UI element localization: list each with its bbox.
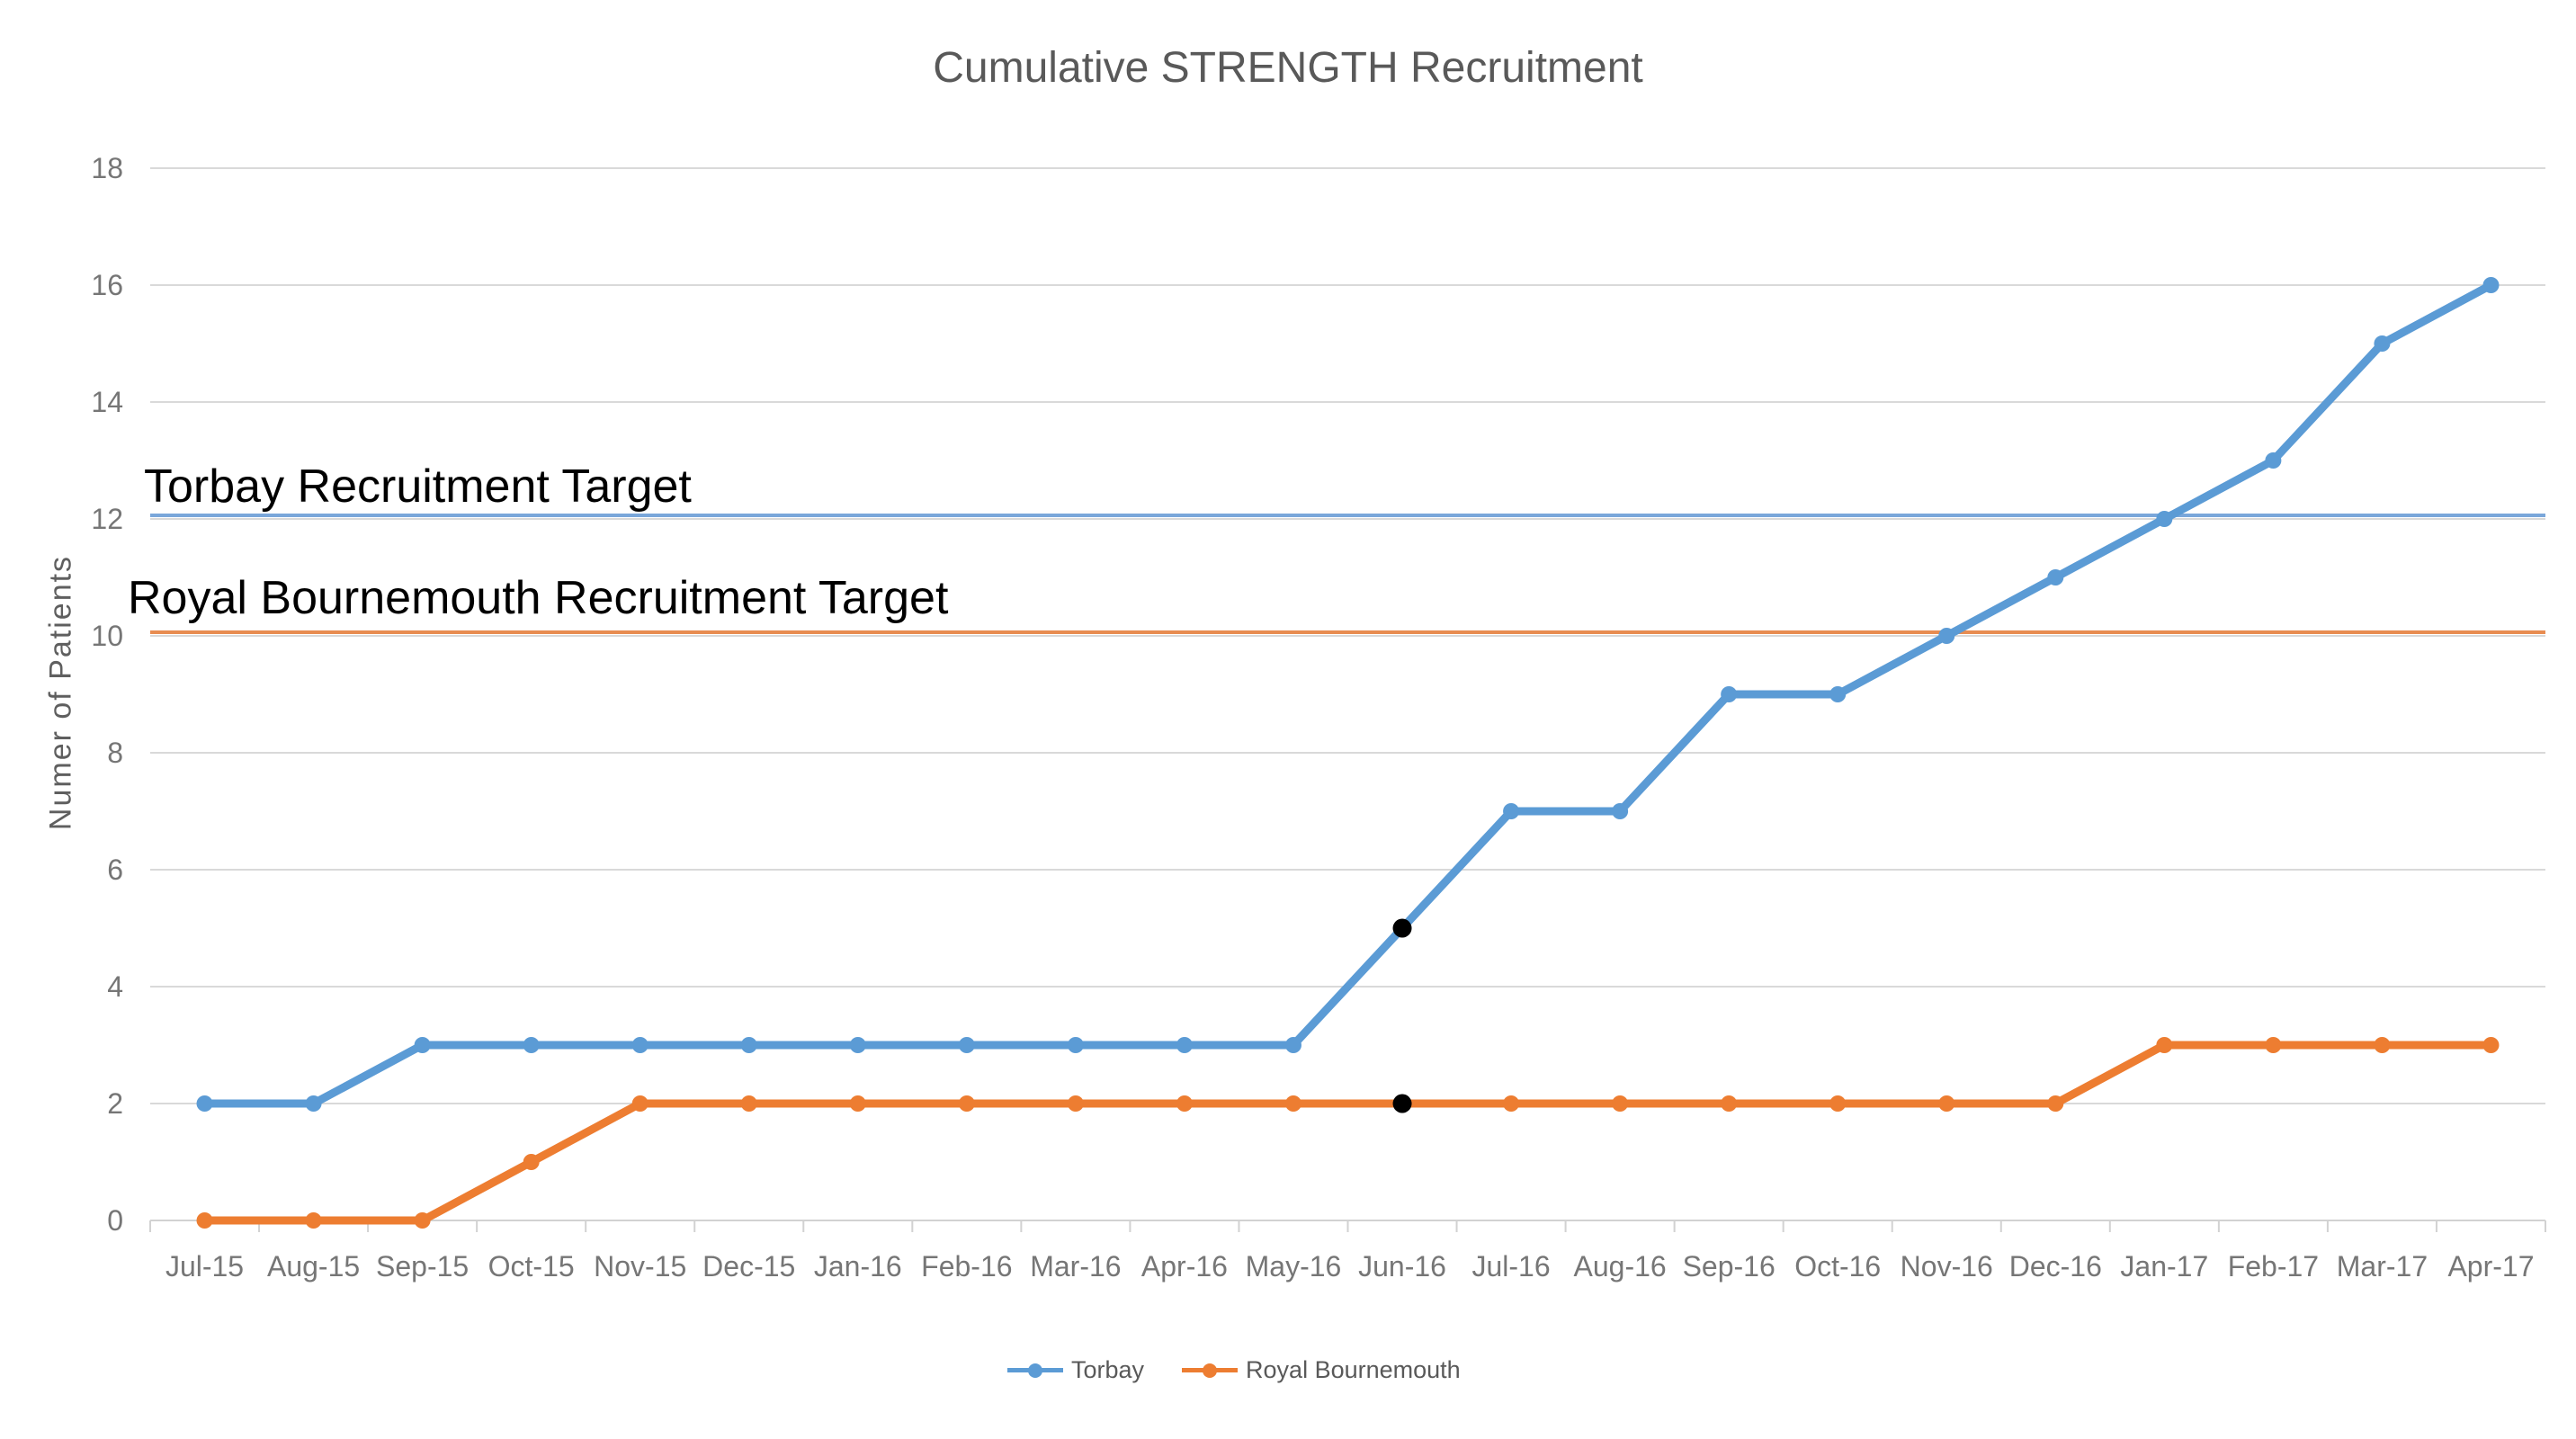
torbay-point-jan-16 — [849, 1037, 866, 1053]
royal-bournemouth-target-label: Royal Bournemouth Recruitment Target — [128, 572, 949, 624]
torbay-point-nov-15 — [631, 1037, 648, 1053]
torbay-point-mar-17 — [2374, 335, 2391, 352]
x-tick-label-feb-16: Feb-16 — [921, 1250, 1012, 1283]
torbay-point-jul-16 — [1503, 803, 1520, 819]
y-tick-label-4: 4 — [107, 970, 123, 1003]
royal-bournemouth-point-mar-16 — [1067, 1095, 1084, 1112]
royal-bournemouth-point-jul-16 — [1503, 1095, 1520, 1112]
x-tick-label-sep-16: Sep-16 — [1683, 1250, 1775, 1283]
legend-label-royal-bournemouth: Royal Bournemouth — [1246, 1356, 1461, 1383]
torbay-point-sep-15 — [414, 1037, 431, 1053]
x-tick-label-may-16: May-16 — [1246, 1250, 1342, 1283]
x-tick-label-apr-16: Apr-16 — [1141, 1250, 1228, 1283]
torbay-point-jun-16 — [1392, 918, 1412, 938]
royal-bournemouth-point-feb-16 — [958, 1095, 975, 1112]
x-tick-label-nov-15: Nov-15 — [594, 1250, 686, 1283]
y-tick-label-10: 10 — [91, 620, 123, 652]
torbay-point-aug-16 — [1612, 803, 1629, 819]
legend-item-royal-bournemouth: Royal Bournemouth — [1182, 1356, 1461, 1384]
torbay-point-feb-16 — [958, 1037, 975, 1053]
royal-bournemouth-point-apr-16 — [1176, 1095, 1193, 1112]
torbay-point-feb-17 — [2265, 452, 2282, 469]
royal-bournemouth-point-oct-15 — [523, 1154, 540, 1170]
y-tick-label-18: 18 — [91, 152, 123, 184]
royal-bournemouth-point-mar-17 — [2374, 1037, 2391, 1053]
x-tick-label-jan-16: Jan-16 — [814, 1250, 902, 1283]
y-tick-label-16: 16 — [91, 269, 123, 301]
y-tick-label-8: 8 — [107, 737, 123, 769]
royal-bournemouth-point-jan-17 — [2156, 1037, 2173, 1053]
royal-bournemouth-point-nov-15 — [631, 1095, 648, 1112]
royal-bournemouth-point-jul-15 — [196, 1212, 213, 1229]
x-tick-label-jan-17: Jan-17 — [2120, 1250, 2208, 1283]
x-tick-label-mar-16: Mar-16 — [1030, 1250, 1121, 1283]
y-tick-label-6: 6 — [107, 854, 123, 886]
torbay-point-dec-15 — [740, 1037, 757, 1053]
torbay-legend-marker-icon — [1007, 1363, 1063, 1378]
torbay-point-apr-16 — [1176, 1037, 1193, 1053]
royal-bournemouth-point-dec-15 — [740, 1095, 757, 1112]
torbay-point-dec-16 — [2047, 569, 2064, 585]
x-tick-label-oct-15: Oct-15 — [488, 1250, 575, 1283]
royal-bournemouth-legend-marker-icon — [1182, 1363, 1239, 1378]
royal-bournemouth-point-sep-16 — [1721, 1095, 1738, 1112]
y-tick-label-14: 14 — [91, 386, 123, 418]
x-tick-label-dec-15: Dec-15 — [702, 1250, 795, 1283]
torbay-point-oct-15 — [523, 1037, 540, 1053]
torbay-point-apr-17 — [2482, 277, 2500, 293]
torbay-target-label: Torbay Recruitment Target — [144, 460, 692, 513]
torbay-point-mar-16 — [1067, 1037, 1084, 1053]
x-tick-label-oct-16: Oct-16 — [1794, 1250, 1881, 1283]
y-tick-label-2: 2 — [107, 1087, 123, 1120]
torbay-point-jan-17 — [2156, 511, 2173, 527]
x-tick-label-aug-16: Aug-16 — [1574, 1250, 1667, 1283]
x-tick-label-jul-15: Jul-15 — [165, 1250, 244, 1283]
royal-bournemouth-point-apr-17 — [2482, 1037, 2500, 1053]
royal-bournemouth-point-dec-16 — [2047, 1095, 2064, 1112]
x-tick-label-sep-15: Sep-15 — [376, 1250, 469, 1283]
royal-bournemouth-point-feb-17 — [2265, 1037, 2282, 1053]
x-tick-label-nov-16: Nov-16 — [1901, 1250, 1993, 1283]
royal-bournemouth-point-jun-16 — [1392, 1094, 1412, 1113]
x-tick-label-jul-16: Jul-16 — [1471, 1250, 1550, 1283]
royal-bournemouth-point-aug-15 — [305, 1212, 322, 1229]
torbay-point-jul-15 — [196, 1095, 213, 1112]
torbay-point-aug-15 — [305, 1095, 322, 1112]
y-axis-title: Numer of Patients — [43, 554, 78, 831]
x-tick-label-jun-16: Jun-16 — [1358, 1250, 1446, 1283]
royal-bournemouth-point-sep-15 — [414, 1212, 431, 1229]
x-tick-label-apr-17: Apr-17 — [2447, 1250, 2534, 1283]
torbay-point-oct-16 — [1829, 686, 1847, 702]
legend-item-torbay: Torbay — [1007, 1356, 1144, 1384]
royal-bournemouth-point-may-16 — [1284, 1095, 1301, 1112]
royal-bournemouth-point-aug-16 — [1612, 1095, 1629, 1112]
legend-label-torbay: Torbay — [1071, 1356, 1145, 1383]
chart-title: Cumulative STRENGTH Recruitment — [933, 44, 1643, 92]
x-tick-label-aug-15: Aug-15 — [267, 1250, 360, 1283]
y-tick-label-12: 12 — [91, 503, 123, 535]
royal-bournemouth-point-oct-16 — [1829, 1095, 1847, 1112]
royal-bournemouth-series-line — [201, 1041, 2495, 1225]
torbay-legend-dot — [1028, 1363, 1042, 1378]
torbay-point-sep-16 — [1721, 686, 1738, 702]
x-tick-label-dec-16: Dec-16 — [2009, 1250, 2102, 1283]
royal-bournemouth-point-nov-16 — [1938, 1095, 1955, 1112]
x-tick-label-feb-17: Feb-17 — [2228, 1250, 2319, 1283]
torbay-point-nov-16 — [1938, 628, 1955, 644]
royal-bournemouth-legend-dot — [1203, 1363, 1218, 1378]
royal-bournemouth-point-jan-16 — [849, 1095, 866, 1112]
x-tick-label-mar-17: Mar-17 — [2337, 1250, 2428, 1283]
legend: Torbay Royal Bournemouth — [1007, 1356, 1461, 1384]
torbay-series-line — [201, 281, 2495, 1108]
y-tick-label-0: 0 — [107, 1204, 123, 1237]
torbay-point-may-16 — [1284, 1037, 1301, 1053]
